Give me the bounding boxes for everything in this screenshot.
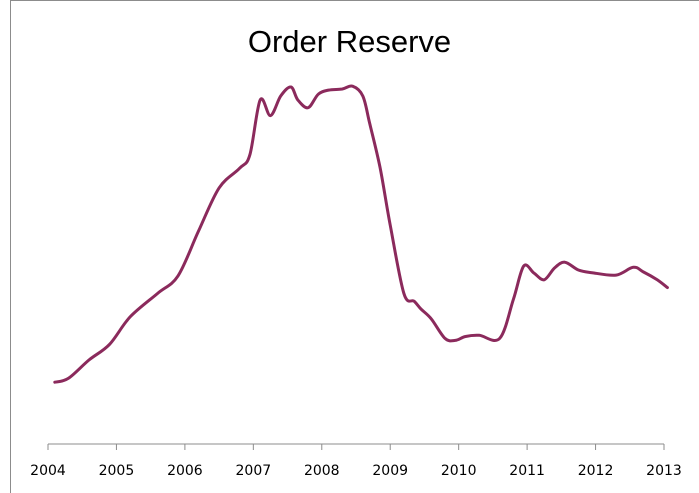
x-axis-ticks — [47, 444, 665, 450]
x-tick-label: 2007 — [236, 463, 272, 479]
series-line — [53, 84, 669, 384]
x-tick-label: 2006 — [167, 463, 203, 479]
x-tick-label: 2010 — [441, 463, 477, 479]
x-axis-tick-labels: 2004 2005 2006 2007 2008 2009 2010 2011 2012 2013 — [30, 463, 682, 479]
x-tick-label: 2005 — [99, 463, 135, 479]
x-tick-label: 2011 — [509, 463, 545, 479]
x-tick-label: 2008 — [304, 463, 340, 479]
x-tick-label: 2004 — [30, 463, 66, 479]
chart-area — [10, 0, 699, 493]
chart-title: Order Reserve — [247, 24, 452, 59]
x-tick-label: 2013 — [646, 463, 682, 479]
x-tick-label: 2012 — [578, 463, 614, 479]
x-tick-label: 2009 — [372, 463, 408, 479]
